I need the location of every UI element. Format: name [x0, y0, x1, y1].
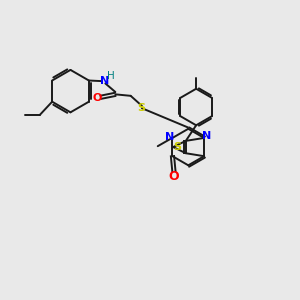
Text: N: N: [202, 130, 211, 141]
Text: O: O: [169, 170, 179, 183]
Text: S: S: [137, 103, 145, 112]
Text: N: N: [100, 76, 109, 85]
Text: H: H: [107, 71, 115, 81]
Text: O: O: [92, 93, 101, 103]
Text: S: S: [173, 142, 181, 152]
Text: N: N: [165, 132, 174, 142]
